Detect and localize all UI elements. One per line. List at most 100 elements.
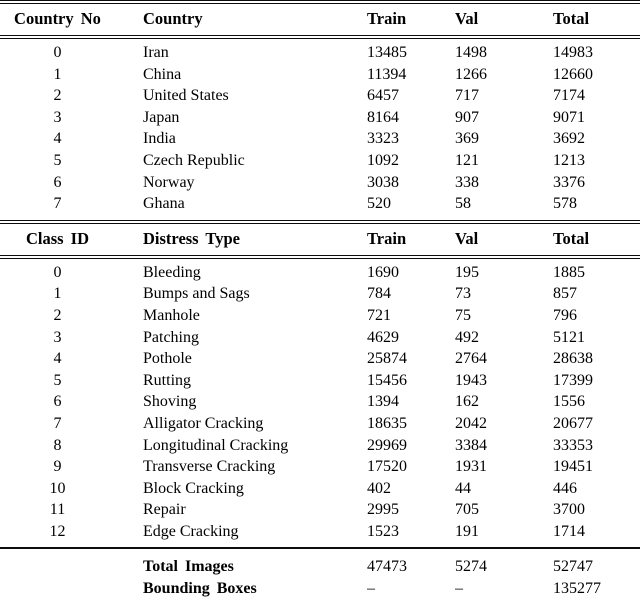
class-id-cell: 8 — [53, 436, 62, 454]
class-id-cell: 12 — [49, 522, 66, 540]
train-count-cell: 25874 — [367, 350, 407, 368]
distress-type-cell: Patching — [143, 328, 199, 346]
val-count-cell: 162 — [455, 393, 479, 411]
val-count-cell: 195 — [455, 263, 479, 281]
train-count-cell: 1394 — [367, 393, 399, 411]
total-count-cell: 12660 — [553, 65, 593, 83]
distress-row: 4 Pothole 25874 2764 28638 — [0, 348, 640, 370]
class-id-cell: 7 — [53, 414, 62, 432]
distress-type-cell: Edge Cracking — [143, 522, 239, 540]
train-count-cell: 520 — [367, 195, 391, 213]
total-count-cell: 17399 — [553, 371, 593, 389]
section-divider-rule — [0, 219, 640, 224]
summary-row: Total Images 47473 5274 52747 — [0, 556, 640, 578]
country-name-cell: Czech Republic — [143, 151, 245, 169]
distress-type-cell: Transverse Cracking — [143, 458, 276, 476]
distress-row: 10 Block Cracking 402 44 446 — [0, 478, 640, 500]
train-count-cell: 15456 — [367, 371, 407, 389]
country-name-cell: China — [143, 65, 182, 83]
train-header: Train — [367, 10, 407, 28]
train-count-cell: 1690 — [367, 263, 399, 281]
country-row: 6 Norway 3038 338 3376 — [0, 172, 640, 194]
distress-row: 12 Edge Cracking 1523 191 1714 — [0, 521, 640, 543]
distress-row: 1 Bumps and Sags 784 73 857 — [0, 283, 640, 305]
distress-type-cell: Pothole — [143, 350, 192, 368]
distress-row: 2 Manhole 721 75 796 — [0, 305, 640, 327]
distress-row: 9 Transverse Cracking 17520 1931 19451 — [0, 456, 640, 478]
total-header: Total — [553, 229, 590, 248]
country-name-cell: Ghana — [143, 195, 185, 213]
val-count-cell: 58 — [455, 195, 471, 213]
total-count-cell: 446 — [553, 479, 577, 497]
train-count-cell: 29969 — [367, 436, 407, 454]
total-count-cell: 1556 — [553, 393, 585, 411]
class-id-cell: 3 — [53, 328, 62, 346]
val-count-cell: 1498 — [455, 44, 487, 61]
total-count-cell: 19451 — [553, 458, 593, 476]
train-count-cell: 3323 — [367, 130, 399, 148]
class-id-cell: 0 — [53, 263, 62, 281]
val-count-cell: 338 — [455, 173, 479, 191]
val-count-cell: 44 — [455, 479, 471, 497]
class-id-cell: 6 — [53, 393, 62, 411]
distress-type-header: Distress Type — [143, 229, 240, 248]
train-count-cell: 402 — [367, 479, 391, 497]
country-no-header: Country No — [14, 10, 101, 28]
train-header: Train — [367, 229, 407, 248]
train-count-cell: 4629 — [367, 328, 399, 346]
train-count-cell: 17520 — [367, 458, 407, 476]
train-count-cell: 13485 — [367, 44, 407, 61]
summary-train-cell: 47473 — [367, 558, 407, 576]
total-count-cell: 9071 — [553, 108, 585, 126]
class-id-cell: 2 — [53, 306, 62, 324]
total-count-cell: 14983 — [553, 44, 593, 61]
country-no-cell: 5 — [53, 151, 62, 169]
summary-total-cell: 135277 — [553, 580, 601, 598]
val-count-cell: 73 — [455, 285, 471, 303]
total-count-cell: 20677 — [553, 414, 593, 432]
val-count-cell: 121 — [455, 151, 479, 169]
class-id-header: Class ID — [25, 229, 90, 248]
train-count-cell: 1092 — [367, 151, 399, 169]
distress-type-cell: Shoving — [143, 393, 197, 411]
distress-row: 6 Shoving 1394 162 1556 — [0, 391, 640, 413]
class-header-rule — [0, 254, 640, 259]
country-no-cell: 6 — [53, 173, 62, 191]
distress-type-cell: Manhole — [143, 306, 200, 324]
class-id-cell: 4 — [53, 350, 62, 368]
train-count-cell: 18635 — [367, 414, 407, 432]
val-count-cell: 2042 — [455, 414, 487, 432]
val-count-cell: 75 — [455, 306, 471, 324]
table-top-rule — [0, 0, 640, 4]
country-name-cell: Japan — [143, 108, 180, 126]
country-header: Country — [143, 10, 203, 28]
total-header: Total — [553, 10, 590, 28]
country-no-cell: 0 — [53, 44, 62, 61]
total-count-cell: 28638 — [553, 350, 593, 368]
val-count-cell: 492 — [455, 328, 479, 346]
country-row: 5 Czech Republic 1092 121 1213 — [0, 150, 640, 172]
total-count-cell: 857 — [553, 285, 577, 303]
country-no-cell: 7 — [53, 195, 62, 213]
distress-type-cell: Bleeding — [143, 263, 201, 281]
summary-section: Total Images 47473 5274 52747 Bounding B… — [0, 549, 640, 605]
country-table-body: 0 Iran 13485 1498 14983 1 China 11394 12… — [0, 39, 640, 220]
summary-label-cell: Bounding Boxes — [143, 580, 257, 598]
summary-row: Bounding Boxes – – 135277 — [0, 578, 640, 600]
country-name-cell: India — [143, 130, 176, 148]
country-name-cell: Iran — [143, 44, 169, 61]
country-header-row: Country No Country Train Val Total — [0, 4, 640, 35]
distress-row: 0 Bleeding 1690 195 1885 — [0, 262, 640, 284]
train-count-cell: 3038 — [367, 173, 399, 191]
total-count-cell: 1213 — [553, 151, 585, 169]
distress-row: 11 Repair 2995 705 3700 — [0, 499, 640, 521]
distress-row: 5 Rutting 15456 1943 17399 — [0, 370, 640, 392]
total-count-cell: 578 — [553, 195, 577, 213]
country-no-cell: 3 — [53, 108, 62, 126]
total-count-cell: 796 — [553, 306, 577, 324]
distress-row: 3 Patching 4629 492 5121 — [0, 327, 640, 349]
total-count-cell: 3700 — [553, 501, 585, 519]
train-count-cell: 721 — [367, 306, 391, 324]
country-row: 3 Japan 8164 907 9071 — [0, 107, 640, 129]
